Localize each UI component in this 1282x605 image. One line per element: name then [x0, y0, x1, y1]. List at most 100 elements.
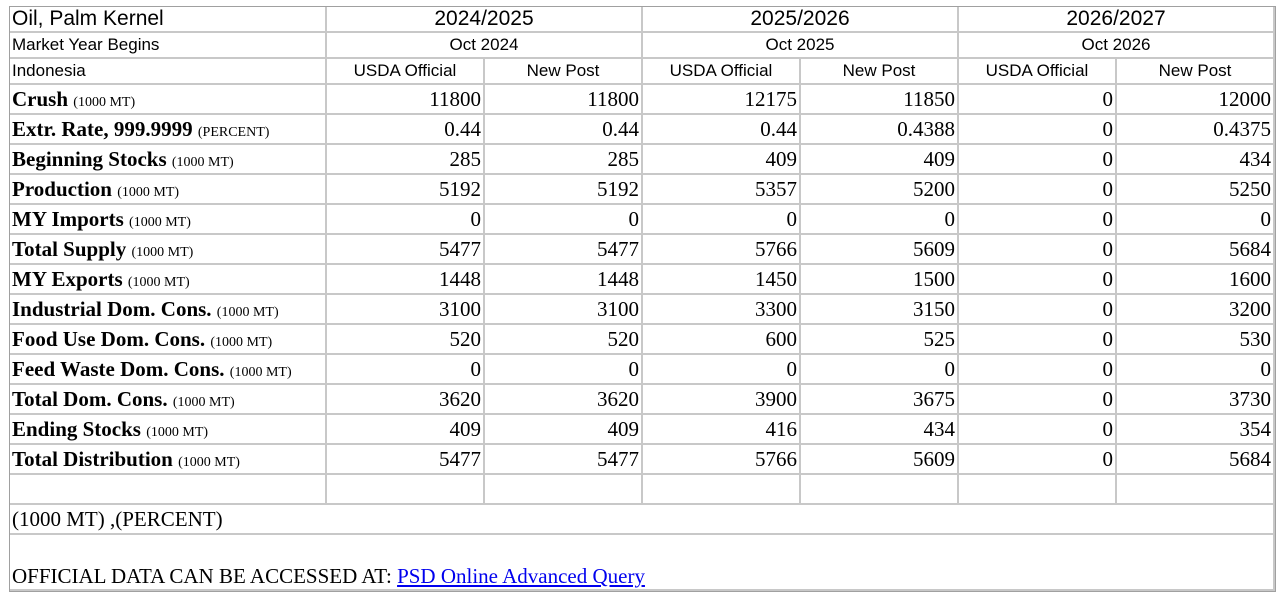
value-cell: 1450 [643, 265, 801, 295]
table-row: Beginning Stocks (1000 MT) 285 285 409 409 0 4… [10, 145, 1275, 175]
commodity-name: Oil, Palm Kernel [10, 7, 327, 33]
attribute-name: Industrial Dom. Cons. [12, 296, 212, 321]
row-label: MY Exports (1000 MT) [10, 265, 327, 295]
value-cell: 0 [485, 355, 643, 385]
unit-label: (1000 MT) [210, 334, 273, 350]
value-cell: 0 [485, 205, 643, 235]
column-header: New Post [485, 59, 643, 85]
value-cell: 0 [959, 385, 1117, 415]
attribute-name: Crush [12, 86, 69, 111]
row-label: Total Supply (1000 MT) [10, 235, 327, 265]
value-cell: 520 [485, 325, 643, 355]
value-cell: 1448 [327, 265, 485, 295]
value-cell: 5609 [801, 235, 959, 265]
value-cell: 0 [959, 445, 1117, 475]
row-label: Beginning Stocks (1000 MT) [10, 145, 327, 175]
column-header: New Post [1117, 59, 1275, 85]
unit-label: (1000 MT) [146, 424, 209, 440]
value-cell: 0 [959, 295, 1117, 325]
unit-label: (1000 MT) [171, 154, 234, 170]
unit-label: (1000 MT) [127, 274, 190, 290]
value-cell: 0.44 [327, 115, 485, 145]
value-cell: 3100 [485, 295, 643, 325]
unit-label: (1000 MT) [229, 364, 292, 380]
empty-cell [801, 475, 959, 505]
value-cell: 434 [801, 415, 959, 445]
year-header: 2026/2027 [959, 7, 1275, 33]
table-row: Total Distribution (1000 MT) 5477 5477 5766… [10, 445, 1275, 475]
psd-online-link[interactable]: PSD Online Advanced Query [397, 564, 645, 588]
value-cell: 0 [801, 205, 959, 235]
value-cell: 285 [327, 145, 485, 175]
value-cell: 5766 [643, 445, 801, 475]
value-cell: 409 [801, 145, 959, 175]
value-cell: 3620 [485, 385, 643, 415]
empty-cell [959, 475, 1117, 505]
value-cell: 5684 [1117, 235, 1275, 265]
value-cell: 12175 [643, 85, 801, 115]
market-year-begins: Oct 2026 [959, 33, 1275, 59]
value-cell: 1448 [485, 265, 643, 295]
market-year-begins: Oct 2025 [643, 33, 959, 59]
attribute-name: Beginning Stocks [12, 146, 167, 171]
units-note: (1000 MT) ,(PERCENT) [10, 505, 1275, 535]
market-year-label: Market Year Begins [10, 33, 327, 59]
empty-cell [327, 475, 485, 505]
table-row: Total Dom. Cons. (1000 MT) 3620 3620 3900 36… [10, 385, 1275, 415]
value-cell: 525 [801, 325, 959, 355]
table-row: Feed Waste Dom. Cons. (1000 MT) 0 0 0 0 0 0 [10, 355, 1275, 385]
value-cell: 409 [485, 415, 643, 445]
value-cell: 409 [643, 145, 801, 175]
value-cell: 0 [959, 355, 1117, 385]
empty-cell [10, 475, 327, 505]
value-cell: 5477 [485, 235, 643, 265]
value-cell: 5250 [1117, 175, 1275, 205]
value-cell: 11850 [801, 85, 959, 115]
value-cell: 3200 [1117, 295, 1275, 325]
table-row: Industrial Dom. Cons. (1000 MT) 3100 3100 3… [10, 295, 1275, 325]
value-cell: 520 [327, 325, 485, 355]
year-header: 2024/2025 [327, 7, 643, 33]
value-cell: 5192 [485, 175, 643, 205]
value-cell: 5609 [801, 445, 959, 475]
value-cell: 1500 [801, 265, 959, 295]
value-cell: 0 [959, 115, 1117, 145]
value-cell: 5684 [1117, 445, 1275, 475]
value-cell: 530 [1117, 325, 1275, 355]
value-cell: 0 [959, 235, 1117, 265]
value-cell: 0 [959, 145, 1117, 175]
value-cell: 0 [959, 325, 1117, 355]
value-cell: 0.44 [485, 115, 643, 145]
unit-label: (1000 MT) [129, 214, 191, 230]
unit-label: (1000 MT) [178, 454, 240, 470]
value-cell: 0 [959, 85, 1117, 115]
year-header: 2025/2026 [643, 7, 959, 33]
table-row: Ending Stocks (1000 MT) 409 409 416 434 0 354 [10, 415, 1275, 445]
value-cell: 0 [959, 205, 1117, 235]
empty-cell [485, 475, 643, 505]
row-label: Total Distribution (1000 MT) [10, 445, 327, 475]
country-label: Indonesia [10, 59, 327, 85]
value-cell: 11800 [485, 85, 643, 115]
value-cell: 0 [643, 355, 801, 385]
value-cell: 409 [327, 415, 485, 445]
value-cell: 0 [327, 205, 485, 235]
value-cell: 434 [1117, 145, 1275, 175]
value-cell: 3150 [801, 295, 959, 325]
column-header: USDA Official [959, 59, 1117, 85]
value-cell: 3300 [643, 295, 801, 325]
value-cell: 5477 [327, 235, 485, 265]
column-header: New Post [801, 59, 959, 85]
table-row: Production (1000 MT) 5192 5192 5357 5200 0 525… [10, 175, 1275, 205]
value-cell: 12000 [1117, 85, 1275, 115]
row-label: Crush (1000 MT) [10, 85, 327, 115]
row-label: Industrial Dom. Cons. (1000 MT) [10, 295, 327, 325]
table-row: Food Use Dom. Cons. (1000 MT) 520 520 600 52… [10, 325, 1275, 355]
attribute-name: Total Distribution [12, 446, 173, 471]
row-label: Production (1000 MT) [10, 175, 327, 205]
column-header: USDA Official [643, 59, 801, 85]
value-cell: 600 [643, 325, 801, 355]
attribute-name: Production [12, 176, 112, 201]
footer: OFFICIAL DATA CAN BE ACCESSED AT: PSD On… [10, 535, 1275, 591]
attribute-name: MY Exports [12, 266, 123, 291]
